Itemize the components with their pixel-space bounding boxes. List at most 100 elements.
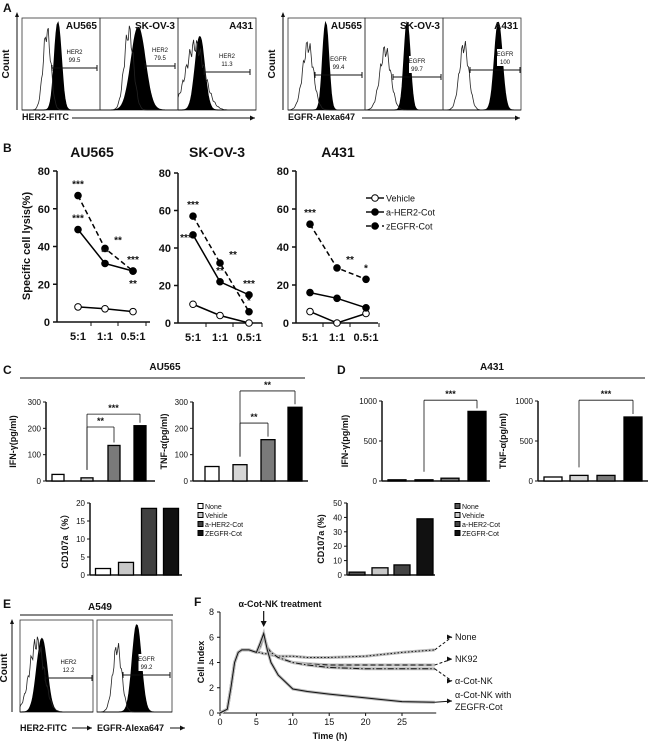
x-tick-label: 0.5:1 <box>353 332 378 344</box>
legend-swatch <box>454 530 461 536</box>
series-line-0 <box>219 649 435 714</box>
panel-label: E <box>3 597 11 611</box>
x-tick-label: 1:1 <box>97 331 113 343</box>
series-label: α-Cot-NK <box>455 676 493 686</box>
bar-chart: 0 500 1000 IFN-γ(pg/ml) *** A431 <box>340 362 645 486</box>
y-axis-label: TNF-α(pg/ml) <box>159 413 169 469</box>
data-point <box>306 288 314 297</box>
chart-title: SK-OV-3 <box>189 144 245 160</box>
bar <box>467 410 487 482</box>
y-tick-label: 80 <box>277 166 289 178</box>
gate-value: 99.5 <box>69 58 81 64</box>
stained-histogram <box>100 26 178 111</box>
bar <box>371 567 389 576</box>
x-tick-label: 1:1 <box>329 332 345 344</box>
legend-swatch <box>454 512 461 518</box>
y-axis-label: CD107a (%) <box>316 514 326 564</box>
y-tick-label: 2 <box>209 683 214 693</box>
gate-label-bg <box>138 654 155 671</box>
y-axis-label: IFN-γ(pg/ml) <box>340 415 350 468</box>
x-axis-label: HER2-FITC <box>22 112 70 122</box>
leader-arrow-head <box>447 678 452 684</box>
bar <box>287 406 303 482</box>
leader-arrow-head <box>447 656 452 662</box>
y-tick-label: 500 <box>364 437 378 446</box>
x-tick-label: 15 <box>324 717 334 727</box>
group-title: A549 <box>88 602 112 613</box>
data-point <box>216 311 224 320</box>
x-tick-label: 5:1 <box>302 332 318 344</box>
y-tick-label: 200 <box>28 424 42 433</box>
significance-marker: ** <box>229 250 237 261</box>
stained-histogram <box>443 21 521 111</box>
y-tick-label: 0 <box>283 318 289 330</box>
data-point <box>306 220 314 228</box>
gate-label: EGFR <box>409 59 426 65</box>
treatment-annotation: α-Cot-NK treatment <box>238 599 321 609</box>
y-tick-label: 10 <box>76 535 85 544</box>
isotype-histogram <box>287 41 365 111</box>
significance-marker: *** <box>180 233 192 244</box>
flow-histogram-group: Count AU565 EGFR 99.4 SK-OV-3 EGFR 99.7 A431 EGF… <box>267 12 522 111</box>
y-tick-label: 10 <box>333 557 342 566</box>
histogram-title: AU565 <box>331 21 363 32</box>
isotype-histogram <box>364 46 443 111</box>
significance-marker: *** <box>445 389 456 399</box>
gate-label-bg <box>66 47 83 64</box>
y-tick-label: 0 <box>184 477 189 486</box>
gate-label: EGFR <box>138 657 155 663</box>
legend-marker <box>371 194 379 202</box>
histogram-title: SK-OV-3 <box>135 21 175 32</box>
gate-value: 11.3 <box>221 62 233 68</box>
x-axis-label: Time (h) <box>313 731 348 741</box>
x-axis-arrow-head <box>250 115 255 121</box>
bar-chart: 0 5 10 15 20 CD107a（%） None Vehicle a-HER2-Cot ZE… <box>60 499 243 580</box>
stained-histogram <box>178 36 256 111</box>
panel-label: B <box>3 141 12 155</box>
series-label: α-Cot-NK with <box>455 690 511 700</box>
y-tick-label: 15 <box>76 517 85 526</box>
y-axis-label: Count <box>267 49 278 79</box>
error-band <box>219 628 435 715</box>
data-point <box>362 275 370 284</box>
bar <box>94 567 112 576</box>
series-label: None <box>455 632 477 642</box>
x-axis-label: EGFR-Alexa647 <box>288 112 355 122</box>
y-axis-label: TNF-α(pg/ml) <box>498 413 508 469</box>
significance-marker: * <box>247 296 251 307</box>
bar-chart: 0 500 1000 TNF-α(pg/ml) *** <box>498 389 648 486</box>
histogram-title: SK-OV-3 <box>400 21 440 32</box>
legend-label: zEGFR-Cot <box>386 222 433 232</box>
data-point <box>189 300 197 309</box>
stained-histogram <box>22 21 100 111</box>
histogram-frame <box>19 619 94 713</box>
significance-marker: ** <box>129 279 137 290</box>
gate-label-bg <box>497 49 513 66</box>
bar <box>416 518 434 576</box>
isotype-histogram <box>97 642 172 713</box>
legend-label: Vehicle <box>462 513 485 520</box>
data-point <box>216 259 224 267</box>
bar <box>393 564 411 576</box>
label-leader <box>434 636 453 651</box>
y-tick-label: 1000 <box>359 397 377 406</box>
lysis-line-chart: AU565 0 20 40 60 80 5:1 1:1 0.5:1 Specific cell l… <box>21 144 150 343</box>
x-tick-label: 0 <box>217 717 222 727</box>
series-label: ZEGFR-Cot <box>455 702 503 712</box>
legend-swatch <box>454 503 461 509</box>
significance-marker: ** <box>250 412 258 422</box>
data-point <box>74 191 82 200</box>
data-point <box>362 304 370 312</box>
bar <box>51 473 65 482</box>
legend-label: None <box>205 504 222 511</box>
bar-chart: 0 100 200 300 TNF-α(pg/ml) ** ** <box>159 380 308 486</box>
bar <box>414 479 434 482</box>
panel-label: A <box>3 1 12 15</box>
bar-chart: 0 10 20 30 40 50 CD107a (%) None Vehicle a-HER2-C… <box>316 499 500 580</box>
y-tick-label: 50 <box>333 499 342 508</box>
y-tick-label: 5 <box>81 553 86 562</box>
isotype-histogram <box>22 27 100 111</box>
x-tick-label: 10 <box>288 717 298 727</box>
